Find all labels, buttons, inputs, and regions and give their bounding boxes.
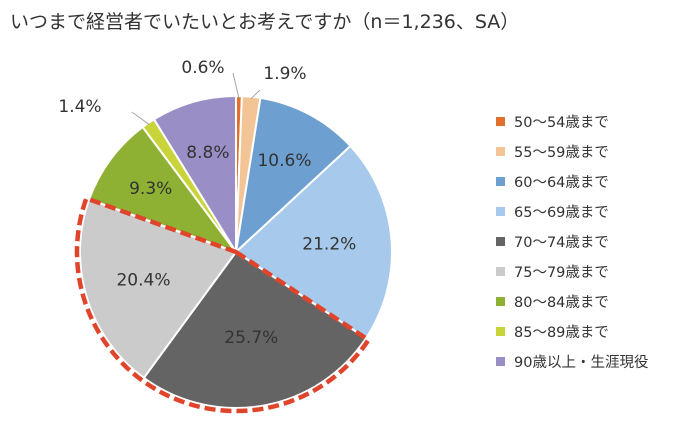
data-label-2: 1.9% <box>263 64 306 84</box>
legend-label: 80～84歳まで <box>514 294 609 311</box>
highlight-outline <box>74 196 371 414</box>
legend-swatch <box>496 176 505 186</box>
legend-swatch <box>496 326 505 336</box>
legend-swatch <box>496 206 505 216</box>
pie-slice-5 <box>142 250 368 409</box>
legend-item-2: 55～59歳まで <box>496 136 648 166</box>
legend-label: 90歳以上・生涯現役 <box>514 354 649 371</box>
pie-slice-7 <box>87 125 239 255</box>
legend-swatch <box>496 356 505 366</box>
legend-label: 55～59歳まで <box>514 144 609 161</box>
legend-label: 70～74歳まで <box>514 234 609 251</box>
legend-label: 65～69歳まで <box>514 204 609 221</box>
chart-title: いつまで経営者でいたいとお考えですか（n＝1,236、SA） <box>10 11 520 33</box>
pie-slice-6 <box>79 198 238 380</box>
legend-swatch <box>496 116 505 126</box>
legend-label: 50～54歳まで <box>514 114 609 131</box>
data-label-7: 9.3% <box>129 179 172 199</box>
data-label-1: 0.6% <box>181 58 224 78</box>
legend-label: 60～64歳まで <box>514 174 609 191</box>
legend-label: 75～79歳まで <box>514 264 609 281</box>
legend-item-3: 60～64歳まで <box>496 166 648 196</box>
data-label-6: 20.4% <box>116 270 170 290</box>
legend-label: 85～89歳まで <box>514 324 609 341</box>
leader-line-1 <box>232 72 240 99</box>
data-label-5: 25.7% <box>224 328 278 348</box>
legend-item-8: 85～89歳まで <box>496 316 648 346</box>
data-label-3: 10.6% <box>257 151 311 171</box>
legend-item-7: 80～84歳まで <box>496 286 648 316</box>
legend-item-6: 75～79歳まで <box>496 256 648 286</box>
legend-swatch <box>496 146 505 156</box>
leader-line-2 <box>250 89 261 100</box>
data-label-9: 8.8% <box>186 143 229 163</box>
legend-item-9: 90歳以上・生涯現役 <box>496 346 648 376</box>
legend-swatch <box>496 296 505 306</box>
legend-swatch <box>496 236 505 246</box>
data-label-8: 1.4% <box>58 97 101 117</box>
pie-slice-4 <box>234 144 393 340</box>
legend-item-5: 70～74歳まで <box>496 226 648 256</box>
legend: 50～54歳まで 55～59歳まで 60～64歳まで 65～69歳まで 70～74歳まで… <box>496 106 648 376</box>
legend-swatch <box>496 266 505 276</box>
legend-item-4: 65～69歳まで <box>496 196 648 226</box>
legend-item-1: 50～54歳まで <box>496 106 648 136</box>
pie-slice-3 <box>234 96 352 255</box>
leader-line-8 <box>131 111 150 126</box>
pie-slice-9 <box>152 94 237 256</box>
data-label-4: 21.2% <box>302 235 356 255</box>
